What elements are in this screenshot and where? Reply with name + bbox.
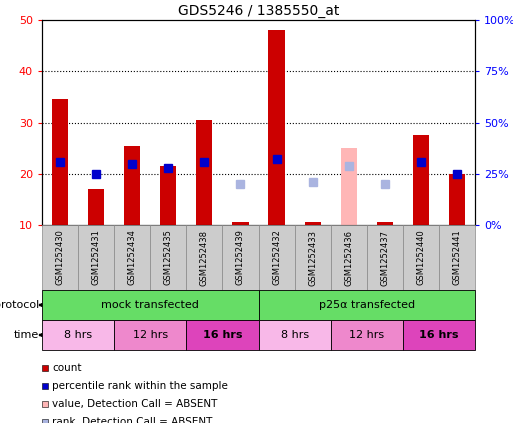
Text: GSM1252430: GSM1252430 xyxy=(55,230,65,286)
Bar xyxy=(124,146,141,225)
Text: GSM1252431: GSM1252431 xyxy=(92,230,101,286)
Text: 8 hrs: 8 hrs xyxy=(64,330,92,340)
Bar xyxy=(232,222,249,225)
Bar xyxy=(160,166,176,225)
Bar xyxy=(52,99,68,225)
Bar xyxy=(341,148,357,225)
Bar xyxy=(413,135,429,225)
Bar xyxy=(268,30,285,225)
Text: GSM1252436: GSM1252436 xyxy=(344,230,353,286)
Text: GSM1252440: GSM1252440 xyxy=(417,230,425,286)
Text: rank, Detection Call = ABSENT: rank, Detection Call = ABSENT xyxy=(52,417,212,423)
Text: GSM1252441: GSM1252441 xyxy=(452,230,462,286)
Text: GSM1252433: GSM1252433 xyxy=(308,230,317,286)
Text: GSM1252435: GSM1252435 xyxy=(164,230,173,286)
Text: 12 hrs: 12 hrs xyxy=(349,330,384,340)
Text: time: time xyxy=(14,330,39,340)
Text: 16 hrs: 16 hrs xyxy=(419,330,459,340)
Text: 8 hrs: 8 hrs xyxy=(281,330,309,340)
Text: GSM1252434: GSM1252434 xyxy=(128,230,136,286)
Bar xyxy=(305,222,321,225)
Text: value, Detection Call = ABSENT: value, Detection Call = ABSENT xyxy=(52,399,218,409)
Title: GDS5246 / 1385550_at: GDS5246 / 1385550_at xyxy=(178,3,339,18)
Text: GSM1252437: GSM1252437 xyxy=(380,230,389,286)
Text: count: count xyxy=(52,363,82,373)
Text: p25α transfected: p25α transfected xyxy=(319,300,415,310)
Text: 12 hrs: 12 hrs xyxy=(133,330,168,340)
Text: GSM1252439: GSM1252439 xyxy=(236,230,245,286)
Text: GSM1252438: GSM1252438 xyxy=(200,230,209,286)
Text: percentile rank within the sample: percentile rank within the sample xyxy=(52,381,228,391)
Bar xyxy=(196,120,212,225)
Bar xyxy=(88,189,104,225)
Text: protocol: protocol xyxy=(0,300,39,310)
Bar xyxy=(449,174,465,225)
Bar xyxy=(377,222,393,225)
Text: mock transfected: mock transfected xyxy=(101,300,199,310)
Text: 16 hrs: 16 hrs xyxy=(203,330,242,340)
Text: GSM1252432: GSM1252432 xyxy=(272,230,281,286)
